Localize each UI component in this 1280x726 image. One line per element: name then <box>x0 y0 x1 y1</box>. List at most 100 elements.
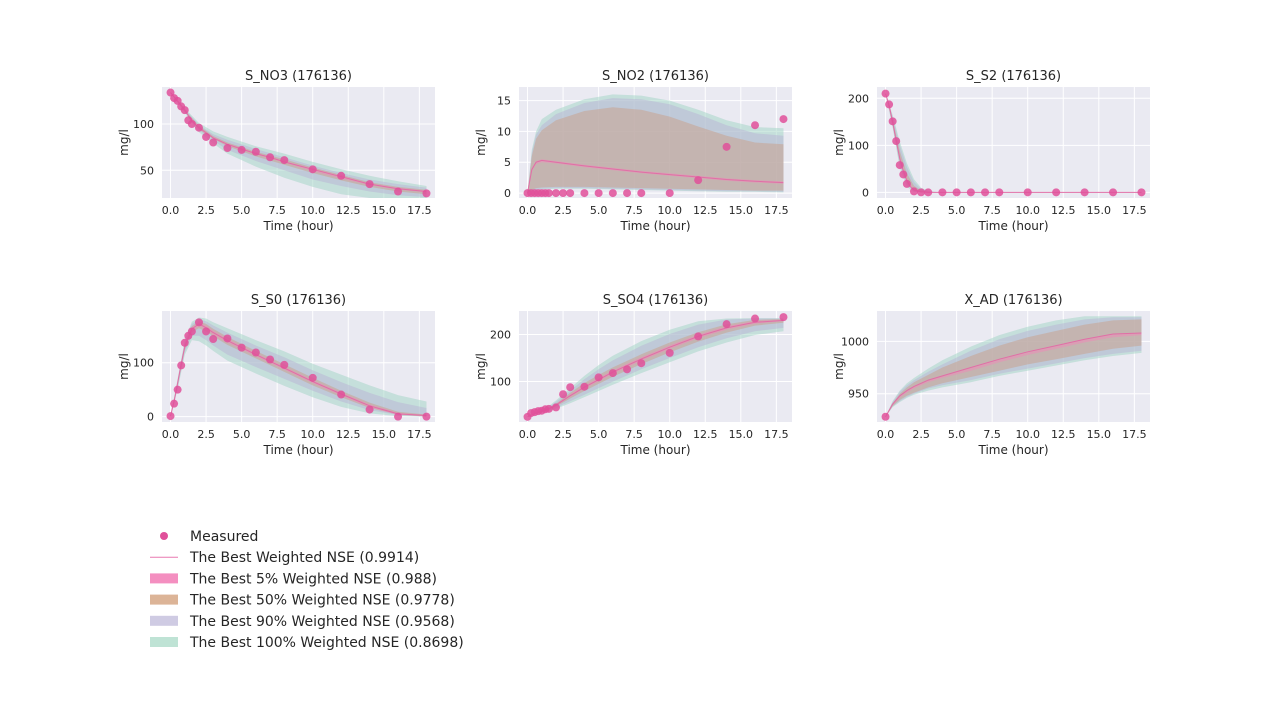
measured-point <box>566 189 575 198</box>
legend-label: The Best Weighted NSE (0.9914) <box>189 550 419 566</box>
measured-point <box>394 412 403 421</box>
measured-point <box>194 318 203 327</box>
measured-point <box>1023 188 1032 197</box>
measured-point <box>1052 188 1061 197</box>
x-tick-label: 2.5 <box>197 204 215 217</box>
x-tick-label: 2.5 <box>554 428 572 441</box>
measured-point <box>902 179 911 188</box>
x-tick-label: 17.5 <box>407 204 432 217</box>
measured-point <box>665 189 674 198</box>
x-tick-label: 10.0 <box>657 204 682 217</box>
measured-point <box>308 373 317 382</box>
measured-point <box>722 142 731 151</box>
measured-point <box>966 188 975 197</box>
chart-title: S_SO4 (176136) <box>603 293 708 308</box>
measured-point <box>779 115 788 124</box>
x-tick-label: 15.0 <box>1087 428 1112 441</box>
x-tick-label: 5.0 <box>233 428 251 441</box>
y-tick-label: 100 <box>848 139 869 152</box>
measured-point <box>223 144 232 153</box>
uncertainty-band <box>170 322 427 417</box>
y-axis-label: mg/l <box>117 353 131 380</box>
measured-point <box>594 373 603 382</box>
legend: Measured The Best Weighted NSE (0.9914) Th… <box>150 529 464 651</box>
legend-label: Measured <box>190 529 258 545</box>
y-axis-label: mg/l <box>474 129 488 156</box>
y-tick-label: 5 <box>504 156 511 169</box>
measured-point <box>308 165 317 174</box>
y-axis-label: mg/l <box>832 353 846 380</box>
x-tick-label: 7.5 <box>625 204 643 217</box>
measured-point <box>266 153 275 162</box>
measured-point <box>637 189 646 198</box>
x-tick-label: 12.5 <box>1051 428 1076 441</box>
measured-point <box>665 348 674 357</box>
uncertainty-band <box>170 92 427 198</box>
uncertainty-band <box>527 107 784 194</box>
measured-point <box>1080 188 1089 197</box>
legend-label: The Best 100% Weighted NSE (0.8698) <box>189 635 464 651</box>
x-tick-label: 15.0 <box>729 204 754 217</box>
x-tick-label: 12.5 <box>336 428 361 441</box>
measured-point <box>1109 188 1118 197</box>
measured-point <box>580 382 589 391</box>
y-tick-label: 0 <box>147 411 154 424</box>
measured-point <box>237 343 246 352</box>
chart-panel: 0.0 2.5 5.0 7.5 10.0 12.5 15.0 17.5 0 5 10 15 S_NO2 … <box>474 69 792 233</box>
x-axis-label: Time (hour) <box>977 443 1048 457</box>
y-tick-label: 100 <box>133 118 154 131</box>
measured-point <box>177 361 186 370</box>
measured-point <box>544 189 553 198</box>
x-tick-label: 12.5 <box>693 204 718 217</box>
measured-point <box>623 189 632 198</box>
chart-title: S_S2 (176136) <box>966 69 1061 84</box>
measured-point <box>608 189 617 198</box>
measured-point <box>722 320 731 329</box>
measured-point <box>909 187 918 196</box>
x-tick-label: 10.0 <box>657 428 682 441</box>
measured-point <box>180 338 189 347</box>
chart-panel: 0.0 2.5 5.0 7.5 10.0 12.5 15.0 17.5 0 100 S_S0 (17… <box>117 293 435 457</box>
measured-point <box>751 314 760 323</box>
x-tick-label: 5.0 <box>590 204 608 217</box>
x-tick-label: 17.5 <box>407 428 432 441</box>
x-tick-label: 12.5 <box>693 428 718 441</box>
measured-point <box>995 188 1004 197</box>
x-tick-label: 17.5 <box>1122 428 1147 441</box>
y-tick-label: 0 <box>504 187 511 200</box>
uncertainty-band <box>527 318 784 417</box>
measured-point <box>337 390 346 399</box>
measured-point <box>779 313 788 322</box>
plot-content <box>170 317 427 417</box>
chart-title: S_S0 (176136) <box>251 293 346 308</box>
x-tick-label: 5.0 <box>948 204 966 217</box>
x-tick-label: 2.5 <box>912 428 930 441</box>
measured-point <box>885 100 894 109</box>
measured-point <box>559 189 568 198</box>
measured-point <box>280 156 289 165</box>
x-axis-label: Time (hour) <box>977 219 1048 233</box>
y-tick-label: 200 <box>848 92 869 105</box>
measured-point <box>888 117 897 126</box>
legend-label: The Best 50% Weighted NSE (0.9778) <box>189 593 455 609</box>
x-tick-label: 2.5 <box>554 204 572 217</box>
x-tick-label: 12.5 <box>336 204 361 217</box>
x-tick-label: 12.5 <box>1051 204 1076 217</box>
x-tick-label: 7.5 <box>268 428 286 441</box>
chart-title: S_NO3 (176136) <box>245 69 352 84</box>
x-tick-label: 7.5 <box>625 428 643 441</box>
measured-point <box>551 403 560 412</box>
measured-point <box>952 188 961 197</box>
x-tick-label: 10.0 <box>1015 204 1040 217</box>
x-tick-label: 15.0 <box>372 204 397 217</box>
measured-point <box>422 412 431 421</box>
x-tick-label: 7.5 <box>268 204 286 217</box>
x-tick-label: 0.0 <box>877 204 895 217</box>
x-tick-label: 0.0 <box>519 428 537 441</box>
x-tick-label: 17.5 <box>1122 204 1147 217</box>
measured-point <box>187 120 196 128</box>
y-axis-label: mg/l <box>117 129 131 156</box>
measured-point <box>551 189 560 198</box>
best-weighted-nse-line <box>170 92 427 192</box>
